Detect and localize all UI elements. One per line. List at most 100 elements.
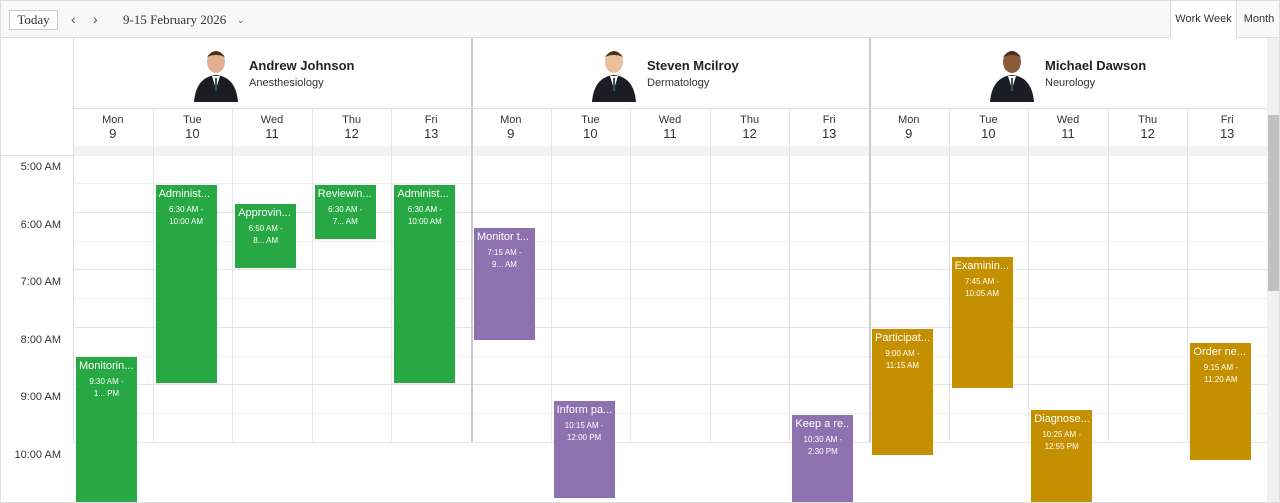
day-weekday: Wed	[658, 114, 682, 126]
view-button[interactable]: Month	[1243, 13, 1275, 25]
day-weekday: Mon	[102, 114, 124, 126]
day-border	[550, 108, 552, 442]
resource-name: Steven Mcilroy	[647, 58, 739, 73]
event-time: 7:45 AM - 10:05 AM	[964, 277, 1000, 298]
toolbar	[1, 1, 1279, 38]
day-border	[789, 108, 791, 442]
header-divider	[471, 108, 869, 109]
grid-line	[73, 442, 1267, 443]
caret[interactable]: ⌄	[237, 15, 245, 25]
avatar-art	[990, 51, 1034, 102]
day-weekday: Thu	[1138, 114, 1158, 126]
resource-name: Andrew Johnson	[249, 58, 355, 73]
resource-border	[869, 38, 871, 442]
day-border	[232, 108, 234, 442]
day-date: 11	[1061, 126, 1075, 141]
day-weekday: Fri	[822, 114, 836, 126]
day-date: 13	[1219, 126, 1235, 141]
event[interactable]: Administ... 6:30 AM - 10:00 AM	[155, 185, 217, 383]
resource-border	[471, 38, 473, 442]
grid-line	[73, 327, 1267, 328]
time-label: 5:00 AM	[20, 161, 61, 173]
day-date: 12	[742, 126, 757, 141]
event-title: Monitor t...	[477, 231, 529, 243]
day-weekday: Tue	[979, 114, 998, 126]
event[interactable]: Monitorin... 9:30 AM - 1... PM	[76, 357, 137, 502]
event-title: Participat...	[875, 332, 930, 344]
event-time: 6:30 AM - 10:00 AM	[407, 205, 443, 226]
time-label: 9:00 AM	[20, 391, 61, 403]
day-date: 10	[185, 126, 200, 141]
event[interactable]: Approvin... 6:50 AM - 8... AM	[235, 204, 297, 268]
today-button[interactable]: Today	[9, 10, 58, 30]
event[interactable]: Keep a re... 10:30 AM - 2:30 PM	[792, 415, 854, 502]
event-time: 6:50 AM - 8... AM	[248, 224, 283, 245]
day-border	[152, 108, 154, 442]
resource-department: Neurology	[1045, 77, 1096, 89]
day-weekday: Wed	[1056, 114, 1080, 126]
event-time: 9:00 AM - 11:15 AM	[885, 349, 920, 370]
day-date: 12	[1140, 126, 1155, 141]
day-weekday: Tue	[183, 114, 202, 126]
day-weekday: Thu	[342, 114, 362, 126]
day-border	[1028, 108, 1030, 442]
event-title: Administ...	[397, 188, 449, 200]
resource-department: Anesthesiology	[249, 77, 324, 89]
event[interactable]: Inform pa... 10:15 AM - 12:00 PM	[553, 401, 615, 498]
day-border	[1187, 108, 1189, 442]
day-border	[709, 108, 711, 442]
day-date: 10	[981, 126, 996, 141]
time-label: 7:00 AM	[20, 276, 61, 288]
event-title: Diagnose...	[1034, 413, 1090, 425]
grid-line	[73, 183, 1267, 184]
day-border	[630, 108, 632, 442]
prev-button[interactable]: ‹	[71, 11, 76, 27]
day-weekday: Mon	[898, 114, 920, 126]
event[interactable]: Diagnose... 10:25 AM - 12:55 PM	[1031, 410, 1093, 502]
avatar-art	[194, 51, 238, 102]
day-border	[948, 108, 950, 442]
grid-line	[73, 269, 1267, 270]
event[interactable]: Reviewin... 6:30 AM - 7... AM	[314, 185, 376, 239]
day-date: 11	[265, 126, 279, 141]
date-range[interactable]: 9-15 February 2026	[123, 12, 227, 27]
day-date: 10	[583, 126, 598, 141]
resource-department: Dermatology	[647, 77, 710, 89]
day-date: 13	[821, 126, 837, 141]
event[interactable]: Monitor t... 7:15 AM - 9... AM	[474, 228, 535, 340]
event-title: Order ne...	[1193, 346, 1246, 358]
event[interactable]: Participat... 9:00 AM - 11:15 AM	[872, 329, 933, 455]
day-date: 9	[905, 126, 913, 141]
resource-name: Michael Dawson	[1045, 58, 1147, 73]
grid-line	[73, 356, 1267, 357]
day-weekday: Wed	[260, 114, 284, 126]
event[interactable]: Order ne... 9:15 AM - 11:20 AM	[1190, 343, 1252, 460]
grid-line	[73, 241, 1267, 242]
event-time: 10:25 AM - 12:55 PM	[1042, 430, 1082, 451]
avatar	[986, 45, 1038, 102]
grid-line	[73, 413, 1267, 414]
time-label: 6:00 AM	[20, 218, 61, 231]
day-weekday: Thu	[740, 114, 760, 126]
next-button[interactable]: ›	[93, 11, 98, 27]
header-divider	[73, 108, 471, 109]
day-date: 11	[663, 126, 677, 141]
event-title: Approvin...	[238, 207, 291, 219]
day-weekday: Tue	[581, 114, 600, 126]
day-date: 12	[344, 126, 359, 141]
grid-line	[73, 298, 1267, 299]
day-weekday: Fri	[1220, 114, 1234, 126]
event-time: 10:30 AM - 2:30 PM	[803, 435, 843, 456]
event[interactable]: Examinin... 7:45 AM - 10:05 AM	[951, 257, 1013, 388]
day-border	[311, 108, 313, 442]
day-date: 13	[423, 126, 439, 141]
event-title: Reviewin...	[317, 188, 372, 200]
day-date: 9	[109, 126, 117, 141]
event-title: Administ...	[158, 188, 210, 200]
event-time: 9:30 AM - 1... PM	[89, 377, 124, 398]
event[interactable]: Administ... 6:30 AM - 10:00 AM	[394, 185, 456, 383]
view-button[interactable]: Work Week	[1170, 1, 1237, 38]
day-date: 9	[507, 126, 515, 141]
avatar	[190, 45, 242, 102]
time-label: 10:00 AM	[14, 448, 61, 461]
